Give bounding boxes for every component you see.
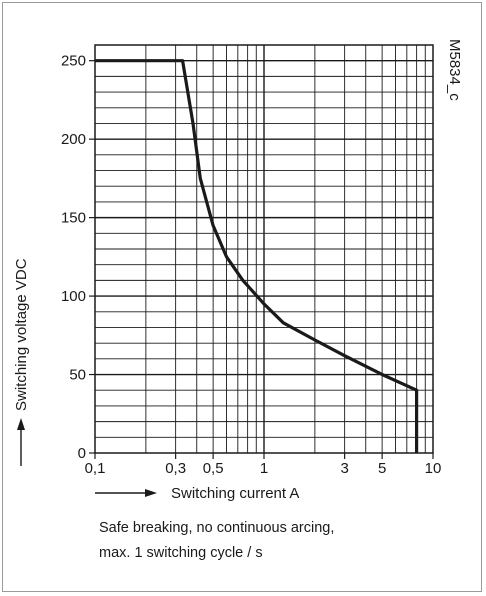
figure-frame: 0,1 0,3 0,5 1 3 5 10 0 50 100 150 200 250 M5834_c S… (2, 2, 482, 592)
y-axis-arrow-head (17, 418, 25, 430)
x-tick-label: 1 (260, 460, 268, 477)
x-tick-label: 0,1 (85, 460, 106, 477)
x-tick-label: 0,3 (165, 460, 186, 477)
series-layer (95, 59, 419, 453)
x-axis-label: Switching current A (171, 485, 299, 502)
series-line-0 (95, 59, 419, 453)
y-tick-label: 150 (61, 210, 86, 227)
note-line-1: Safe breaking, no continuous arcing, (99, 520, 335, 536)
y-axis-label: Switching voltage VDC (13, 258, 30, 411)
note-line-2: max. 1 switching cycle / s (99, 545, 263, 561)
x-tick-label: 3 (340, 460, 348, 477)
x-axis-title: Switching current A (95, 485, 299, 502)
x-tick-label: 5 (378, 460, 386, 477)
y-tick-label: 0 (78, 445, 86, 462)
chart-note: Safe breaking, no continuous arcing, max… (99, 516, 459, 566)
y-tick-labels: 0 50 100 150 200 250 (61, 53, 86, 462)
chart-annotation: M5834_c (446, 39, 463, 101)
x-tick-label: 0,5 (203, 460, 224, 477)
chart: 0,1 0,3 0,5 1 3 5 10 0 50 100 150 200 250 M5834_c S… (13, 39, 463, 502)
axes (89, 44, 434, 459)
y-tick-label: 100 (61, 288, 86, 305)
x-tick-label: 10 (425, 460, 442, 477)
y-tick-label: 50 (69, 367, 86, 384)
x-axis-arrow-head (145, 489, 157, 497)
y-tick-label: 250 (61, 53, 86, 70)
y-tick-label: 200 (61, 131, 86, 148)
x-tick-labels: 0,1 0,3 0,5 1 3 5 10 (85, 460, 442, 477)
y-axis-title: Switching voltage VDC (13, 258, 30, 466)
